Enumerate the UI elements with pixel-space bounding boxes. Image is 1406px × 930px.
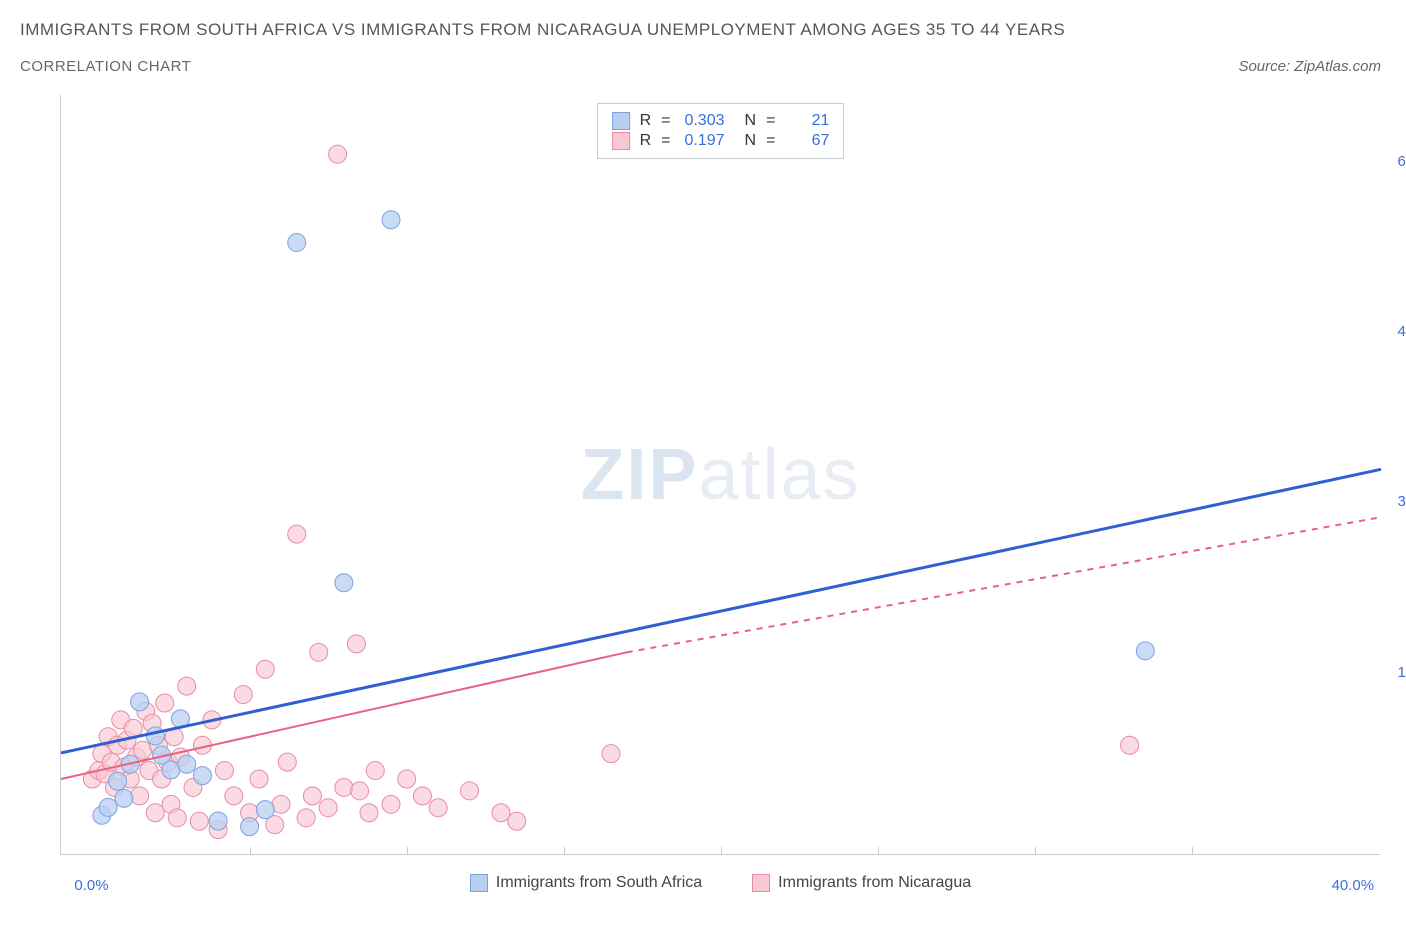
r-value-series2: 0.197 [681,132,725,150]
chart-plot-area: ZIPatlas R = 0.303 N = 21 R = 0.197 N = … [60,95,1380,855]
r-label: R [640,132,652,150]
n-label: N [745,132,757,150]
scatter-plot-svg [61,95,1380,854]
legend-item-series2: Immigrants from Nicaragua [752,874,971,892]
y-tick-label: 45.0% [1397,323,1406,340]
y-tick-label: 15.0% [1397,664,1406,681]
legend-stats-box: R = 0.303 N = 21 R = 0.197 N = 67 [597,103,845,159]
n-value-series2: 67 [785,132,829,150]
legend-stats-row-1: R = 0.303 N = 21 [612,112,830,130]
legend-bottom: Immigrants from South Africa Immigrants … [61,874,1380,892]
legend-stats-row-2: R = 0.197 N = 67 [612,132,830,150]
r-value-series1: 0.303 [681,112,725,130]
n-value-series1: 21 [785,112,829,130]
legend-swatch-series2-bottom [752,874,770,892]
y-tick-label: 60.0% [1397,153,1406,170]
legend-swatch-series1-bottom [470,874,488,892]
legend-label-series1: Immigrants from South Africa [496,874,702,892]
equals-sign: = [766,112,775,130]
equals-sign: = [661,132,670,150]
equals-sign: = [661,112,670,130]
legend-label-series2: Immigrants from Nicaragua [778,874,971,892]
legend-item-series1: Immigrants from South Africa [470,874,702,892]
source-label: Source: ZipAtlas.com [1238,58,1381,75]
legend-swatch-series2 [612,132,630,150]
chart-title: IMMIGRANTS FROM SOUTH AFRICA VS IMMIGRAN… [20,20,1386,40]
chart-subtitle: CORRELATION CHART [20,58,1386,75]
y-tick-label: 30.0% [1397,493,1406,510]
legend-swatch-series1 [612,112,630,130]
equals-sign: = [766,132,775,150]
r-label: R [640,112,652,130]
n-label: N [745,112,757,130]
